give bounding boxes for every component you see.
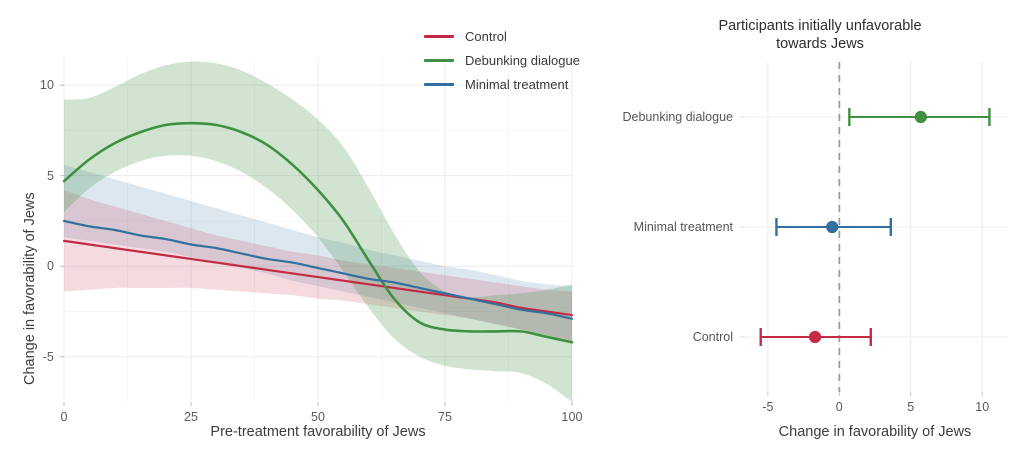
left-panel-x-tick: 50 bbox=[310, 410, 326, 424]
coefficient-interval bbox=[775, 218, 892, 236]
left-panel-y-tick: 0 bbox=[46, 259, 54, 274]
left-panel-x-tick: 75 bbox=[437, 410, 453, 424]
left-panel-y-tick: 5 bbox=[46, 168, 54, 183]
right-panel-title: Participants initially unfavorable towar… bbox=[718, 18, 922, 52]
right-panel-category-label: Debunking dialogue bbox=[622, 110, 733, 124]
right-panel-x-axis-title: Change in favorability of Jews bbox=[778, 424, 972, 440]
left-panel-x-tick: 100 bbox=[561, 410, 583, 424]
coefficient-interval bbox=[759, 328, 872, 346]
left-panel-chart-svg bbox=[60, 58, 574, 406]
left-panel-plot-area bbox=[60, 58, 574, 406]
left-panel-y-axis-title: Change in favorability of Jews bbox=[22, 192, 38, 385]
legend-item-debunking[interactable]: Debunking dialogue bbox=[424, 48, 580, 72]
right-panel-x-tick: 0 bbox=[835, 400, 843, 414]
right-panel: Participants initially unfavorable towar… bbox=[620, 0, 1020, 451]
right-panel-category-label: Minimal treatment bbox=[633, 220, 733, 234]
left-panel-x-tick: 0 bbox=[60, 410, 68, 424]
right-panel-category-label: Control bbox=[692, 330, 733, 344]
legend-line-icon bbox=[424, 34, 454, 38]
right-panel-x-tick: 10 bbox=[975, 400, 990, 414]
legend-line-icon bbox=[424, 58, 454, 62]
left-panel-x-tick: 25 bbox=[183, 410, 199, 424]
legend-item-control[interactable]: Control bbox=[424, 24, 580, 48]
right-panel-x-tick: 5 bbox=[907, 400, 915, 414]
left-panel-x-axis-title: Pre-treatment favorability of Jews bbox=[210, 424, 426, 440]
legend: Control Debunking dialogue Minimal treatme… bbox=[424, 24, 580, 96]
legend-line-icon bbox=[424, 82, 454, 86]
right-panel-chart-svg bbox=[740, 62, 1008, 396]
right-panel-x-tick: -5 bbox=[762, 400, 774, 414]
left-panel: Change in favorability of Jews 0 25 50 75 10… bbox=[22, 24, 583, 441]
legend-item-label: Debunking dialogue bbox=[465, 52, 580, 68]
left-panel-y-tick: 10 bbox=[39, 78, 54, 93]
right-panel-plot-area bbox=[740, 62, 1008, 396]
legend-item-minimal[interactable]: Minimal treatment bbox=[424, 72, 580, 96]
legend-item-label: Minimal treatment bbox=[465, 76, 569, 92]
coefficient-interval bbox=[848, 108, 991, 126]
left-panel-y-tick: -5 bbox=[42, 349, 54, 364]
legend-item-label: Control bbox=[465, 28, 507, 44]
